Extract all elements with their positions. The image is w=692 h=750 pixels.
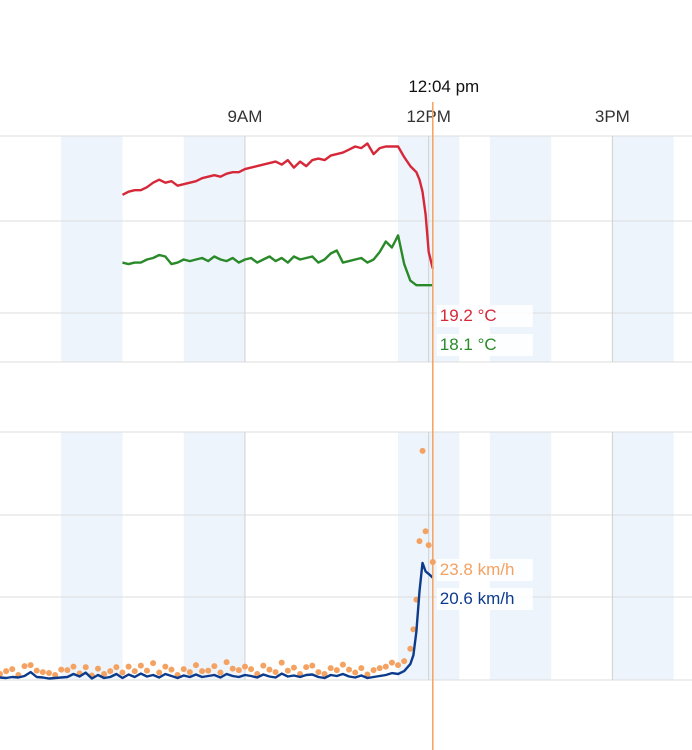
gust-point (45, 670, 52, 677)
x-tick-label: 12PM (406, 107, 450, 126)
gust-point (425, 542, 432, 549)
gust-point (94, 665, 101, 672)
gust-point (229, 665, 236, 672)
shaded-band (61, 432, 123, 680)
x-tick-label: 9AM (227, 107, 262, 126)
gust-point (107, 668, 114, 675)
gust-point (27, 662, 34, 669)
gust-point (39, 669, 46, 676)
gust-point (388, 659, 395, 666)
gust-point (376, 665, 383, 672)
gust-point (235, 667, 242, 674)
gust-point (82, 664, 89, 671)
gust-point (0, 671, 3, 678)
gust-point (321, 671, 328, 678)
gust-point (395, 662, 402, 669)
time-cursor-label: 12:04 pm (408, 77, 479, 96)
readout-background (436, 305, 533, 327)
gust-point (143, 667, 150, 674)
shaded-band (489, 432, 552, 680)
gust-point (266, 666, 273, 673)
gust-point (162, 663, 169, 670)
wind-panel-grid (0, 431, 692, 681)
x-axis-ticks: 9AM 12PM 3PM (227, 107, 630, 680)
gust-point (278, 659, 285, 666)
series-readout: 23.8 km/h (440, 560, 515, 579)
gust-point (199, 668, 206, 675)
cursor-readouts: 19.2 °C 18.1 °C 23.8 km/h 20.6 km/h (436, 305, 533, 610)
shaded-band (61, 136, 123, 362)
gust-point (101, 671, 108, 678)
gust-point (211, 663, 218, 670)
gust-point (309, 662, 316, 669)
shaded-band (489, 136, 552, 362)
temperature-series-line-1 (122, 234, 433, 287)
gust-point (416, 538, 423, 545)
gust-point (358, 665, 365, 672)
temperature-panel-grid (0, 135, 692, 363)
gust-point (364, 671, 371, 678)
gust-point (327, 665, 334, 672)
gust-point (284, 667, 291, 674)
gust-point (58, 666, 65, 673)
gust-point (3, 668, 10, 675)
gust-point (119, 669, 126, 676)
gust-point (180, 666, 187, 673)
gust-point (333, 667, 340, 674)
gust-point (150, 660, 157, 667)
gust-point (33, 667, 40, 674)
shaded-band (612, 136, 674, 362)
temperature-panel-series (121, 142, 434, 287)
gust-point (272, 669, 279, 676)
gust-point (223, 659, 230, 666)
readout-background (436, 559, 533, 581)
gust-point (422, 528, 429, 535)
wind-speed-line (0, 561, 434, 680)
gust-point (352, 669, 359, 676)
x-tick-label: 3PM (595, 107, 630, 126)
gust-point (248, 666, 255, 673)
shaded-band (183, 136, 245, 362)
gust-point (113, 664, 120, 671)
shaded-band (612, 432, 674, 680)
gust-point (382, 663, 389, 670)
temperature-series-line-0 (121, 142, 434, 269)
readout-background (436, 588, 533, 610)
gust-point (192, 662, 199, 669)
gust-point (339, 661, 346, 668)
gust-point (205, 667, 212, 674)
gust-point (52, 672, 59, 679)
shaded-band (183, 432, 245, 680)
gust-point (410, 626, 417, 633)
gust-point (64, 667, 71, 674)
gust-point (168, 666, 175, 673)
temperature-panel-bands (61, 136, 674, 362)
gust-point (217, 669, 224, 676)
readout-background (436, 334, 533, 356)
series-readout: 20.6 km/h (440, 589, 515, 608)
gust-point (125, 663, 132, 670)
gust-point (70, 663, 77, 670)
gust-point (156, 669, 163, 676)
gust-point (370, 667, 377, 674)
wind-panel-series (0, 447, 436, 680)
gust-point (303, 664, 310, 671)
series-readout: 18.1 °C (440, 335, 497, 354)
gust-point (315, 669, 322, 676)
wind-panel-bands (61, 432, 674, 680)
gust-point (9, 666, 16, 673)
gust-point (290, 664, 297, 671)
gust-point (241, 663, 248, 670)
gust-point (186, 669, 193, 676)
gust-point (137, 662, 144, 669)
gust-point (407, 645, 414, 652)
gust-point (419, 447, 426, 454)
gust-point (260, 662, 267, 669)
gust-point (401, 658, 408, 665)
gust-point (21, 663, 28, 670)
gust-point (131, 668, 138, 675)
series-readout: 19.2 °C (440, 306, 497, 325)
gust-point (346, 666, 353, 673)
